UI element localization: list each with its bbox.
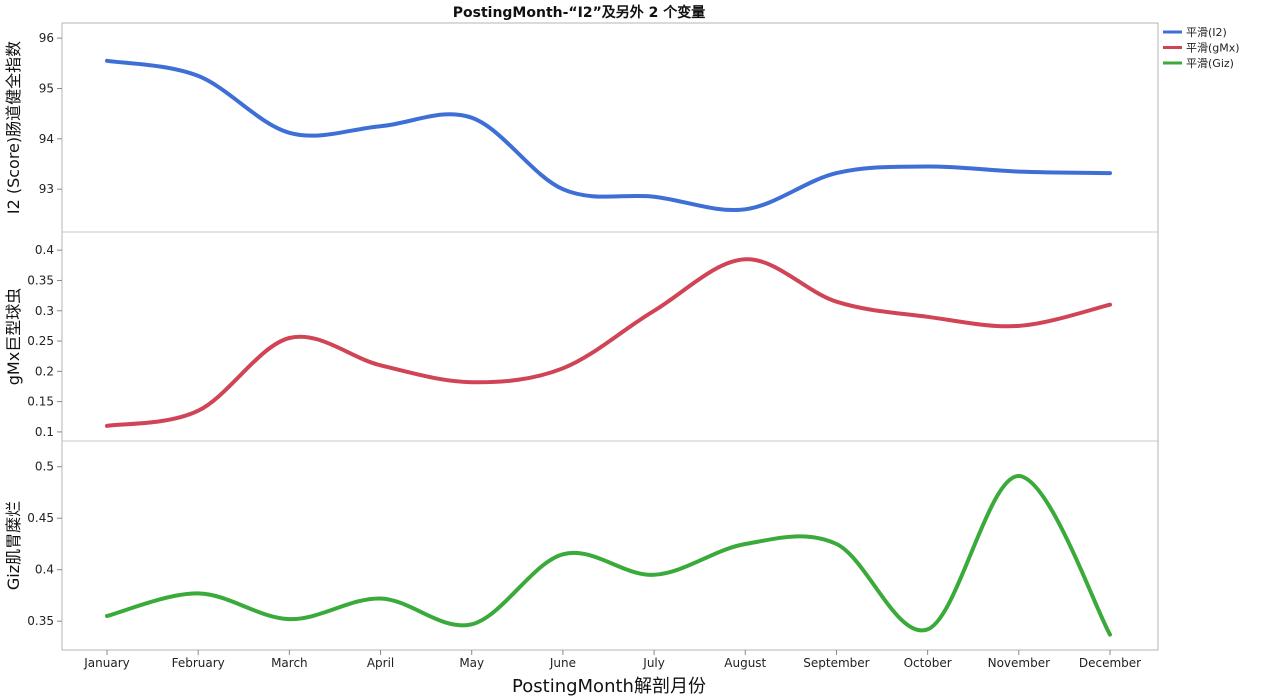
y-tick-label-1-3: 0.25 (27, 334, 54, 348)
data-point-1-8 (834, 300, 838, 304)
data-point-1-0 (105, 424, 109, 428)
x-tick-label-may: May (459, 656, 484, 670)
plot-frame (61, 22, 1159, 651)
y-tick-label-1-4: 0.3 (35, 304, 54, 318)
y-tick-label-1-0: 0.1 (35, 425, 54, 439)
legend-label-1: 平滑(gMx) (1186, 42, 1240, 55)
data-point-0-3 (379, 124, 383, 128)
data-point-2-6 (652, 573, 656, 577)
data-point-2-2 (287, 617, 291, 621)
data-point-0-1 (196, 74, 200, 78)
data-point-2-0 (105, 614, 109, 618)
data-point-1-4 (470, 380, 474, 384)
data-point-2-1 (196, 591, 200, 595)
data-point-0-11 (1108, 171, 1112, 175)
data-point-2-8 (834, 542, 838, 546)
y-tick-label-0-2: 95 (39, 81, 54, 95)
y-tick-label-1-6: 0.4 (35, 243, 54, 257)
x-tick-label-april: April (367, 656, 394, 670)
series-line-0 (105, 58, 1112, 213)
x-tick-label-october: October (904, 656, 952, 670)
data-point-1-2 (287, 336, 291, 340)
y-tick-label-0-0: 93 (39, 182, 54, 196)
data-point-2-4 (470, 622, 474, 626)
data-point-0-5 (561, 187, 565, 191)
y-axis-label-0: I2 (Score)肠道健全指数 (4, 41, 23, 214)
x-tick-label-november: November (988, 656, 1050, 670)
y-tick-label-1-1: 0.15 (27, 395, 54, 409)
data-point-1-9 (926, 315, 930, 319)
data-point-0-8 (834, 171, 838, 175)
x-tick-label-june: June (549, 656, 576, 670)
data-point-1-6 (652, 309, 656, 313)
chart-title: PostingMonth-“I2”及另外 2 个变量 (453, 4, 706, 21)
y-tick-label-1-5: 0.35 (27, 273, 54, 287)
data-point-1-10 (1017, 324, 1021, 328)
data-point-1-5 (561, 366, 565, 370)
data-point-0-2 (287, 131, 291, 135)
y-tick-label-2-1: 0.4 (35, 563, 54, 577)
y-tick-label-2-2: 0.45 (27, 511, 54, 525)
y-tick-label-0-3: 96 (39, 31, 54, 45)
data-point-2-7 (743, 542, 747, 546)
y-tick-label-2-0: 0.35 (27, 614, 54, 628)
data-point-1-11 (1108, 303, 1112, 307)
data-point-2-10 (1017, 474, 1021, 478)
data-point-1-3 (379, 363, 383, 367)
data-point-0-7 (743, 207, 747, 211)
x-tick-label-february: February (172, 656, 225, 670)
x-tick-label-december: December (1079, 656, 1141, 670)
x-tick-label-july: July (642, 656, 665, 670)
axis-ticks: January February March April May June July Augu… (4, 31, 1141, 670)
data-point-0-9 (926, 165, 930, 169)
data-point-1-1 (196, 409, 200, 413)
x-axis-label: PostingMonth解剖月份 (512, 676, 706, 697)
y-axis-label-2: Giz肌胃糜烂 (4, 501, 23, 590)
series-line-1 (105, 257, 1112, 428)
legend-label-2: 平滑(Giz) (1186, 57, 1234, 70)
data-point-0-10 (1017, 170, 1021, 174)
y-tick-label-1-2: 0.2 (35, 364, 54, 378)
y-tick-label-2-3: 0.5 (35, 460, 54, 474)
x-tick-label-january: January (83, 656, 130, 670)
y-tick-label-0-1: 94 (39, 132, 54, 146)
data-point-0-0 (105, 59, 109, 63)
data-point-0-4 (470, 116, 474, 120)
data-point-2-3 (379, 597, 383, 601)
legend: 平滑(I2) 平滑(gMx) 平滑(Giz) (1163, 26, 1240, 70)
data-point-0-6 (652, 195, 656, 199)
x-tick-label-august: August (724, 656, 766, 670)
data-point-1-7 (743, 257, 747, 261)
x-tick-label-september: September (803, 656, 869, 670)
x-tick-label-march: March (271, 656, 308, 670)
series-lines (105, 58, 1112, 637)
y-axis-label-1: gMx巨型球虫 (4, 288, 23, 385)
data-point-2-11 (1108, 633, 1112, 637)
series-line-2 (105, 473, 1112, 637)
data-point-2-9 (926, 627, 930, 631)
data-point-2-5 (561, 552, 565, 556)
legend-label-0: 平滑(I2) (1186, 26, 1227, 39)
